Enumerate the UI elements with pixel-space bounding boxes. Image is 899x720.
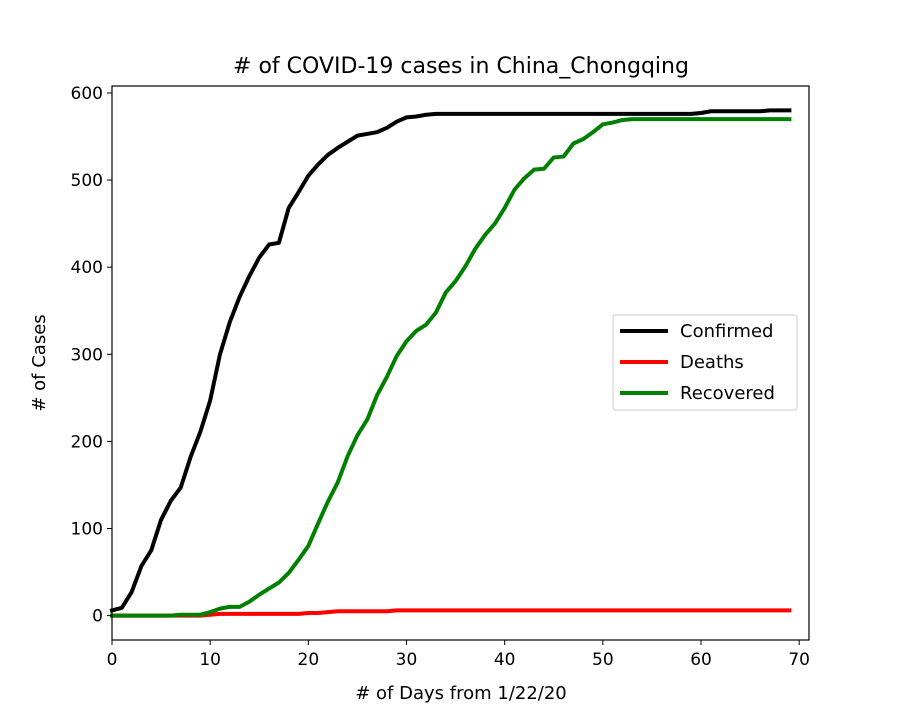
y-axis-label: # of Cases [29, 314, 50, 411]
plot-frame [111, 85, 810, 641]
legend-label-confirmed: Confirmed [680, 321, 773, 342]
y-tick-label: 500 [71, 171, 103, 191]
y-tick-label: 0 [92, 607, 103, 627]
legend-box [612, 314, 798, 411]
x-tick-label: 10 [199, 650, 221, 670]
x-tick-label: 30 [396, 650, 418, 670]
y-tick-label: 200 [71, 432, 103, 452]
legend-label-recovered: Recovered [680, 383, 775, 404]
y-tick-label: 100 [71, 520, 103, 540]
series-line-deaths [110, 608, 792, 618]
series-line-confirmed [109, 108, 792, 613]
x-tick-label: 20 [298, 650, 320, 670]
plot-area [109, 85, 810, 641]
y-tick-label: 300 [71, 345, 103, 365]
series-line-recovered [110, 117, 792, 618]
x-axis: 0 10 20 30 40 50 60 70 [107, 640, 810, 670]
chart-title: # of COVID-19 cases in China_Chongqing [233, 54, 689, 79]
x-tick-label: 60 [690, 650, 712, 670]
legend: Confirmed Deaths Recovered [612, 314, 798, 411]
x-axis-label: # of Days from 1/22/20 [355, 683, 567, 704]
x-tick-label: 0 [107, 650, 118, 670]
y-tick-label: 400 [71, 258, 103, 278]
y-tick-label: 600 [71, 84, 103, 104]
y-axis: 0 100 200 300 400 500 600 [71, 84, 112, 627]
series-layer [109, 108, 792, 618]
x-tick-label: 40 [494, 650, 516, 670]
x-tick-label: 70 [788, 650, 810, 670]
legend-label-deaths: Deaths [680, 352, 744, 373]
x-tick-label: 50 [592, 650, 614, 670]
